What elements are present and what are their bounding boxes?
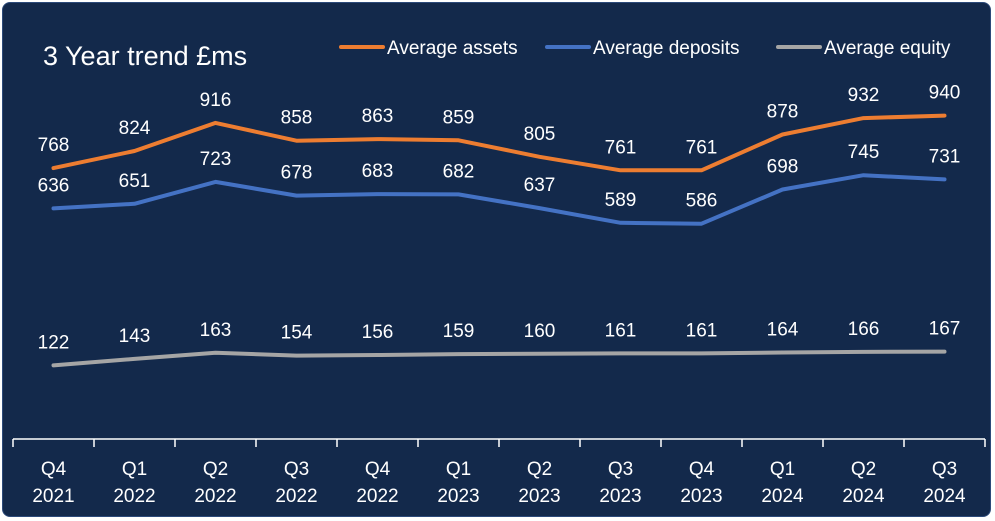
x-tick-label-quarter: Q3: [284, 459, 309, 480]
data-label-average-equity: 164: [767, 320, 799, 341]
x-tick-label-year: 2021: [32, 486, 74, 507]
legend: Average assets Average deposits Average eq…: [339, 38, 951, 59]
x-tick-label-quarter: Q1: [122, 459, 147, 480]
x-tick-label-quarter: Q3: [608, 459, 633, 480]
x-tick-label-quarter: Q1: [770, 459, 795, 480]
x-tick-label-year: 2022: [113, 486, 155, 507]
data-labels: 768 824 916 858 863 859 805 761 761 878 932 940 636 6…: [38, 83, 961, 354]
x-tick-label-year: 2023: [518, 486, 560, 507]
data-label-average-assets: 863: [362, 106, 394, 127]
data-label-average-assets: 858: [281, 108, 313, 129]
x-tick-label-quarter: Q4: [41, 459, 67, 480]
data-label-average-assets: 916: [200, 90, 232, 111]
series-line-average-equity: [51, 349, 947, 368]
data-label-average-deposits: 698: [767, 157, 799, 178]
data-label-average-deposits: 723: [200, 149, 232, 170]
data-label-average-deposits: 651: [119, 171, 151, 192]
data-label-average-assets: 761: [605, 137, 637, 158]
data-label-average-deposits: 589: [605, 190, 637, 211]
x-tick-label-year: 2024: [761, 486, 804, 507]
data-label-average-deposits: 678: [281, 163, 313, 184]
x-tick-label-quarter: Q3: [932, 459, 957, 480]
legend-label-average-assets: Average assets: [387, 38, 518, 59]
x-tick-label-year: 2023: [599, 486, 641, 507]
data-label-average-assets: 932: [848, 85, 880, 106]
data-label-average-equity: 154: [281, 323, 313, 344]
data-label-average-equity: 156: [362, 322, 394, 343]
data-label-average-equity: 167: [929, 319, 961, 340]
data-label-average-equity: 159: [443, 321, 475, 342]
data-label-average-equity: 161: [686, 320, 718, 341]
data-label-average-deposits: 683: [362, 161, 394, 182]
data-label-average-deposits: 731: [929, 146, 961, 167]
x-tick-label-year: 2022: [275, 486, 317, 507]
x-tick-label-year: 2024: [842, 486, 885, 507]
data-label-average-deposits: 745: [848, 142, 880, 163]
data-label-average-assets: 824: [119, 118, 151, 139]
data-label-average-equity: 160: [524, 321, 556, 342]
x-tick-label-year: 2024: [923, 486, 966, 507]
x-tick-label-year: 2022: [194, 486, 236, 507]
data-label-average-deposits: 637: [524, 175, 556, 196]
data-label-average-assets: 940: [929, 83, 961, 104]
data-label-average-equity: 166: [848, 319, 880, 340]
data-label-average-equity: 163: [200, 320, 232, 341]
data-label-average-assets: 768: [38, 135, 70, 156]
data-label-average-assets: 761: [686, 137, 718, 158]
x-tick-label-quarter: Q2: [527, 459, 552, 480]
x-tick-label-quarter: Q2: [851, 459, 876, 480]
data-label-average-assets: 859: [443, 107, 475, 128]
x-tick-label-year: 2022: [356, 486, 398, 507]
data-label-average-assets: 805: [524, 124, 556, 145]
series-line-average-assets: [51, 113, 947, 173]
legend-label-average-equity: Average equity: [824, 38, 951, 59]
x-axis: Q4 2021 Q1 2022 Q2 2022 Q3 2022 Q4 2022 Q1 2023 Q2 20…: [12, 438, 986, 507]
x-tick-label-quarter: Q1: [446, 459, 471, 480]
series-line-average-deposits: [51, 173, 947, 226]
data-label-average-deposits: 636: [38, 175, 70, 196]
legend-label-average-deposits: Average deposits: [593, 38, 739, 59]
x-tick-label-quarter: Q4: [689, 459, 715, 480]
x-tick-label-year: 2023: [680, 486, 722, 507]
line-chart: 3 Year trend £ms Average assets Average d…: [12, 38, 986, 507]
data-label-average-deposits: 682: [443, 161, 475, 182]
series-lines: [51, 113, 947, 368]
x-tick-label-quarter: Q4: [365, 459, 391, 480]
data-label-average-assets: 878: [767, 102, 799, 123]
data-label-average-deposits: 586: [686, 191, 718, 212]
data-label-average-equity: 143: [119, 326, 151, 347]
data-label-average-equity: 161: [605, 320, 637, 341]
chart-title: 3 Year trend £ms: [43, 41, 247, 71]
x-tick-label-year: 2023: [437, 486, 479, 507]
x-tick-label-quarter: Q2: [203, 459, 228, 480]
data-label-average-equity: 122: [38, 332, 70, 353]
